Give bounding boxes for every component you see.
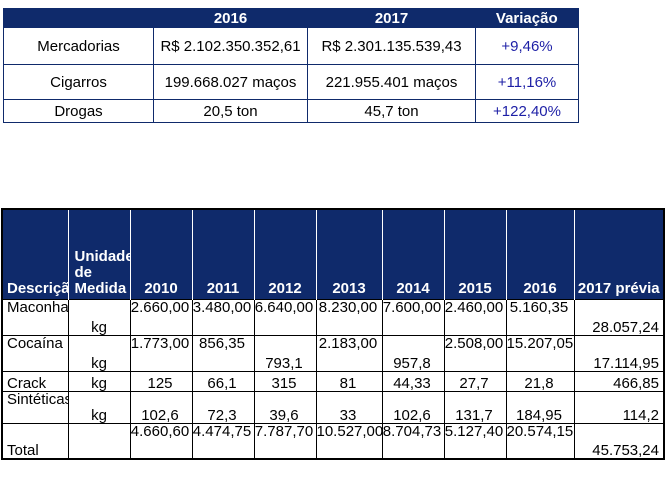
cell-2010: 1.773,00 [129,334,193,372]
total-2015: 5.127,40 [443,422,507,460]
total-2016: 20.574,15 [505,422,575,460]
cell-2011: 66,1 [191,370,255,392]
table-row: Cocaína kg 1.773,00 856,35 793,1 2.183,0… [1,334,665,372]
total-2014: 8.704,73 [381,422,445,460]
cell-2012: 39,6 [253,390,317,424]
header-unit: Unidade de Medida [67,209,130,299]
table1-header-2017: 2017 [307,8,476,28]
total-label: Total [1,422,69,460]
header-2013: 2013 [315,209,382,299]
cell-2013: 33 [315,390,383,424]
row-unit: kg [67,370,131,392]
cell-2011: 72,3 [191,390,255,424]
drug-seizures-by-year-table: Descrição Unidade de Medida 2010 2011 20… [1,208,665,460]
table1-row-cigarros: Cigarros 199.668.027 maços 221.955.401 m… [3,64,579,100]
row-label: Drogas [3,99,154,123]
cell-2013: 81 [315,370,383,392]
row-description: Sintéticas [1,390,69,424]
cell-2016: 5.160,35 [505,298,575,336]
variation-value: +122,40% [475,99,579,123]
total-2011: 4.474,75 [191,422,255,460]
header-2010: 2010 [129,209,192,299]
row-unit: kg [67,390,131,424]
total-2010: 4.660,60 [129,422,193,460]
total-2013: 10.527,00 [315,422,383,460]
table-row: Maconha kg 2.660,00 3.480,00 6.640,00 8.… [1,298,665,336]
cell-2013: 8.230,00 [315,298,383,336]
variation-value: +9,46% [475,27,579,65]
row-description: Crack [1,370,69,392]
cell-2014: 7.600,00 [381,298,445,336]
cell-2011: 3.480,00 [191,298,255,336]
cell-2017: 466,85 [573,370,665,392]
value-2017: R$ 2.301.135.539,43 [307,27,476,65]
cell-2016: 21,8 [505,370,575,392]
header-2012: 2012 [253,209,316,299]
table-total-row: Total 4.660,60 4.474,75 7.787,70 10.527,… [1,422,665,460]
cell-2012: 315 [253,370,317,392]
cell-2012: 793,1 [253,334,317,372]
cell-2015: 2.460,00 [443,298,507,336]
value-2016: 199.668.027 maços [153,64,308,100]
row-description: Cocaína [1,334,69,372]
header-2016: 2016 [505,209,574,299]
table1-header-2016: 2016 [153,8,308,28]
table1-header-blank [3,8,154,28]
table1-row-drogas: Drogas 20,5 ton 45,7 ton +122,40% [3,99,579,123]
cell-2014: 957,8 [381,334,445,372]
cell-2017: 114,2 [573,390,665,424]
total-2012: 7.787,70 [253,422,317,460]
cell-2017: 17.114,95 [573,334,665,372]
table-row: Crack kg 125 66,1 315 81 44,33 27,7 21,8… [1,370,665,392]
cell-2010: 2.660,00 [129,298,193,336]
header-2015: 2015 [443,209,506,299]
value-2016: R$ 2.102.350.352,61 [153,27,308,65]
cell-2011: 856,35 [191,334,255,372]
cell-2012: 6.640,00 [253,298,317,336]
cell-2014: 44,33 [381,370,445,392]
table1-header-row: 2016 2017 Variação [3,8,579,28]
seizures-comparison-table: 2016 2017 Variação Mercadorias R$ 2.102.… [3,8,579,123]
row-label: Mercadorias [3,27,154,65]
cell-2015: 27,7 [443,370,507,392]
value-2017: 221.955.401 maços [307,64,476,100]
cell-2016: 15.207,05 [505,334,575,372]
cell-2016: 184,95 [505,390,575,424]
table-row: Sintéticas kg 102,6 72,3 39,6 33 102,6 1… [1,390,665,424]
table1-header-variation: Variação [475,8,579,28]
total-2017: 45.753,24 [573,422,665,460]
cell-2017: 28.057,24 [573,298,665,336]
header-2011: 2011 [191,209,254,299]
cell-2015: 131,7 [443,390,507,424]
cell-2010: 125 [129,370,193,392]
cell-2013: 2.183,00 [315,334,383,372]
cell-2014: 102,6 [381,390,445,424]
header-2014: 2014 [381,209,444,299]
header-2017: 2017 prévia [573,209,664,299]
table1-row-mercadorias: Mercadorias R$ 2.102.350.352,61 R$ 2.301… [3,27,579,65]
header-description: Descrição [2,209,68,299]
total-unit-empty [67,422,131,460]
row-label: Cigarros [3,64,154,100]
row-description: Maconha [1,298,69,336]
row-unit: kg [67,298,131,336]
row-unit: kg [67,334,131,372]
value-2017: 45,7 ton [307,99,476,123]
cell-2015: 2.508,00 [443,334,507,372]
value-2016: 20,5 ton [153,99,308,123]
table2-header-row: Descrição Unidade de Medida 2010 2011 20… [2,209,664,299]
cell-2010: 102,6 [129,390,193,424]
variation-value: +11,16% [475,64,579,100]
